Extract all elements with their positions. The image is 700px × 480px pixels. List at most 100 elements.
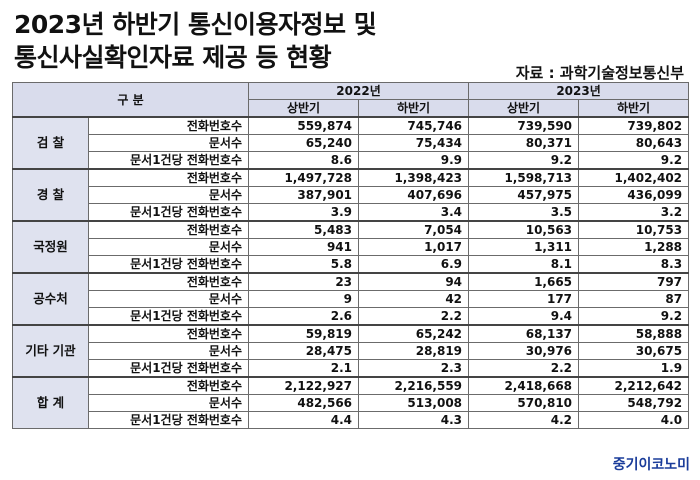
table-row: 문서수 387,901 407,696 457,975 436,099 — [13, 186, 690, 204]
value-cell: 2.6 — [248, 307, 360, 326]
value-cell: 797 — [578, 272, 690, 291]
row-label: 전화번호수 — [87, 116, 250, 135]
value-cell: 4.3 — [358, 411, 470, 429]
value-cell: 745,746 — [358, 116, 470, 135]
table-row: 기타 기관 전화번호수 59,819 65,242 68,137 58,888 — [12, 324, 690, 378]
value-cell: 2.2 — [468, 359, 580, 378]
value-cell: 6.9 — [358, 255, 470, 274]
row-label: 문서1건당 전화번호수 — [87, 307, 250, 326]
page-title: 2023년 하반기 통신이용자정보 및 통신사실확인자료 제공 등 현황 — [14, 8, 377, 74]
row-label: 문서1건당 전화번호수 — [87, 359, 250, 378]
value-cell: 457,975 — [468, 186, 580, 204]
value-cell: 5,483 — [248, 220, 360, 239]
value-cell: 513,008 — [358, 394, 470, 412]
value-cell: 65,240 — [248, 134, 360, 152]
value-cell: 1.9 — [578, 359, 690, 378]
value-cell: 1,398,423 — [358, 168, 470, 187]
value-cell: 4.2 — [468, 411, 580, 429]
table-row: 문서1건당 전화번호수 5.8 6.9 8.1 8.3 — [13, 255, 690, 274]
table-row: 문서수 28,475 28,819 30,976 30,675 — [13, 342, 690, 360]
group-label: 검 찰 — [12, 116, 89, 170]
value-cell: 42 — [358, 290, 470, 308]
value-cell: 75,434 — [358, 134, 470, 152]
row-label: 전화번호수 — [87, 220, 250, 239]
value-cell: 1,311 — [468, 238, 580, 256]
value-cell: 5.8 — [248, 255, 360, 274]
value-cell: 2,212,642 — [578, 376, 690, 395]
group-label: 국정원 — [12, 220, 89, 274]
value-cell: 94 — [358, 272, 470, 291]
table-row: 검 찰 전화번호수 559,874 745,746 739,590 739,802 — [12, 116, 690, 170]
value-cell: 1,288 — [578, 238, 690, 256]
watermark-logo: 중기이코노미 — [610, 454, 692, 474]
row-label: 문서1건당 전화번호수 — [87, 203, 250, 222]
value-cell: 2,216,559 — [358, 376, 470, 395]
value-cell: 8.6 — [248, 151, 360, 170]
row-label: 문서수 — [87, 394, 250, 412]
table-row: 문서수 941 1,017 1,311 1,288 — [13, 238, 690, 256]
table-row: 문서1건당 전화번호수 2.6 2.2 9.4 9.2 — [13, 307, 690, 326]
header-row-halves: 상반기 하반기 상반기 하반기 — [13, 99, 690, 118]
value-cell: 80,371 — [468, 134, 580, 152]
value-cell: 3.9 — [248, 203, 360, 222]
row-label: 문서1건당 전화번호수 — [87, 151, 250, 170]
row-label: 전화번호수 — [87, 324, 250, 343]
header-year-2023: 2023년 — [468, 82, 690, 100]
title-line-2: 통신사실확인자료 제공 등 현황 — [14, 43, 332, 72]
value-cell: 1,598,713 — [468, 168, 580, 187]
value-cell: 59,819 — [248, 324, 360, 343]
value-cell: 87 — [578, 290, 690, 308]
value-cell: 3.2 — [578, 203, 690, 222]
source-credit: 자료 : 과학기술정보통신부 — [515, 64, 684, 82]
value-cell: 30,675 — [578, 342, 690, 360]
table-row: 문서수 9 42 177 87 — [13, 290, 690, 308]
row-label: 문서수 — [87, 342, 250, 360]
value-cell: 9.2 — [578, 307, 690, 326]
group-label: 공수처 — [12, 272, 89, 326]
value-cell: 30,976 — [468, 342, 580, 360]
value-cell: 7,054 — [358, 220, 470, 239]
value-cell: 58,888 — [578, 324, 690, 343]
row-label: 전화번호수 — [87, 376, 250, 395]
value-cell: 2.1 — [248, 359, 360, 378]
value-cell: 8.1 — [468, 255, 580, 274]
value-cell: 9.2 — [468, 151, 580, 170]
value-cell: 2.3 — [358, 359, 470, 378]
table-row: 국정원 전화번호수 5,483 7,054 10,563 10,753 — [12, 220, 690, 274]
header-row-years: 구 분 2022년 2023년 — [11, 82, 690, 118]
value-cell: 177 — [468, 290, 580, 308]
value-cell: 3.4 — [358, 203, 470, 222]
value-cell: 739,590 — [468, 116, 580, 135]
value-cell: 2.2 — [358, 307, 470, 326]
group-label: 기타 기관 — [12, 324, 89, 378]
value-cell: 1,017 — [358, 238, 470, 256]
table-row: 문서1건당 전화번호수 4.4 4.3 4.2 4.0 — [13, 411, 690, 429]
header-half: 하반기 — [358, 99, 470, 118]
header-half: 하반기 — [578, 99, 690, 118]
value-cell: 482,566 — [248, 394, 360, 412]
value-cell: 739,802 — [578, 116, 690, 135]
value-cell: 387,901 — [248, 186, 360, 204]
value-cell: 9 — [248, 290, 360, 308]
value-cell: 407,696 — [358, 186, 470, 204]
value-cell: 10,563 — [468, 220, 580, 239]
table-body: 검 찰 전화번호수 559,874 745,746 739,590 739,802 문서수 6… — [12, 116, 690, 429]
table-row: 문서수 65,240 75,434 80,371 80,643 — [13, 134, 690, 152]
group-label: 합 계 — [12, 376, 89, 429]
value-cell: 941 — [248, 238, 360, 256]
value-cell: 8.3 — [578, 255, 690, 274]
value-cell: 80,643 — [578, 134, 690, 152]
header-year-2022: 2022년 — [248, 82, 470, 100]
value-cell: 559,874 — [248, 116, 360, 135]
table-row: 문서1건당 전화번호수 8.6 9.9 9.2 9.2 — [13, 151, 690, 170]
table-row: 문서수 482,566 513,008 570,810 548,792 — [13, 394, 690, 412]
header-half: 상반기 — [468, 99, 580, 118]
row-label: 전화번호수 — [87, 168, 250, 187]
value-cell: 23 — [248, 272, 360, 291]
value-cell: 65,242 — [358, 324, 470, 343]
stats-table: 구 분 2022년 2023년 상반기 하반기 상반기 하반기 검 찰 전화번호수… — [11, 82, 690, 429]
value-cell: 9.4 — [468, 307, 580, 326]
value-cell: 4.4 — [248, 411, 360, 429]
title-line-1: 2023년 하반기 통신이용자정보 및 — [14, 10, 377, 39]
row-label: 문서수 — [87, 238, 250, 256]
